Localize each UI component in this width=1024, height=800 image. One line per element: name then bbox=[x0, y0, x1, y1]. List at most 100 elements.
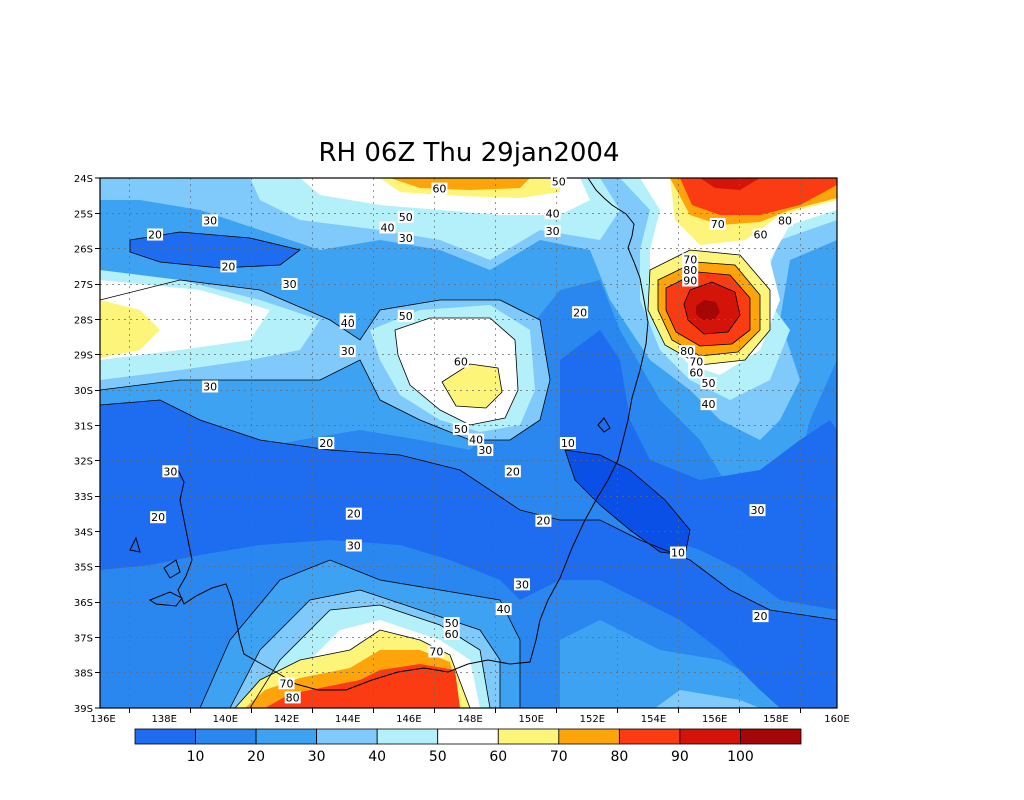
y-tick-label: 24S bbox=[74, 174, 93, 185]
colorbar-swatch bbox=[740, 728, 802, 745]
y-tick-label: 39S bbox=[74, 704, 93, 715]
colorbar-label: 80 bbox=[610, 749, 628, 765]
contour-label: 30 bbox=[203, 380, 217, 393]
colorbar-swatch bbox=[376, 728, 439, 745]
contour-label: 20 bbox=[536, 515, 550, 528]
contour-label-bg bbox=[682, 263, 699, 276]
y-tick-label: 27S bbox=[74, 280, 93, 291]
contour-label: 70 bbox=[711, 218, 725, 231]
contour-label-bg bbox=[202, 380, 219, 393]
contour-label-bg bbox=[679, 345, 696, 358]
contour-label: 20 bbox=[506, 465, 520, 478]
y-tick-label: 33S bbox=[74, 492, 93, 503]
contour-label: 20 bbox=[754, 610, 768, 623]
contour-label: 40 bbox=[546, 207, 560, 220]
contour-label-bg bbox=[682, 274, 699, 287]
colorbar-label: 20 bbox=[247, 749, 265, 765]
contour-label-bg bbox=[150, 511, 167, 524]
contour-label-bg bbox=[572, 306, 589, 319]
contour-label-bg bbox=[535, 514, 552, 527]
contour-label: 50 bbox=[454, 423, 468, 436]
y-tick-label: 37S bbox=[74, 633, 93, 644]
x-tick-label: 156E bbox=[702, 714, 727, 725]
colorbar: 10 20 30 40 50 60 70 80 90 100 bbox=[134, 728, 802, 765]
y-tick-label: 35S bbox=[74, 563, 93, 574]
contour-label-bg bbox=[752, 228, 769, 241]
grid-lines bbox=[100, 178, 837, 708]
contour-label-bg bbox=[428, 645, 445, 658]
contour-label-bg bbox=[431, 182, 448, 195]
colorbar-swatch bbox=[679, 728, 741, 745]
contour-label: 80 bbox=[778, 214, 792, 227]
x-tick-label: 142E bbox=[274, 714, 299, 725]
contour-label-bg bbox=[345, 507, 362, 520]
contour-label-bg bbox=[339, 345, 356, 358]
contour-label: 50 bbox=[399, 310, 413, 323]
contour-label: 20 bbox=[319, 437, 333, 450]
y-tick-label: 34S bbox=[74, 527, 93, 538]
contour-label: 60 bbox=[432, 183, 446, 196]
contour-label: 40 bbox=[469, 433, 483, 446]
contour-label-bg bbox=[397, 210, 414, 223]
contour-label-bg bbox=[559, 437, 576, 449]
contour-label-bg bbox=[443, 617, 460, 630]
x-tick-label: 150E bbox=[518, 714, 543, 725]
contour-label-bg bbox=[688, 366, 705, 379]
contour-label-bg bbox=[749, 504, 766, 517]
contour-label-bg bbox=[669, 546, 686, 559]
contour-label: 30 bbox=[347, 539, 361, 552]
contour-label-bg bbox=[339, 316, 356, 329]
contour-label-bg bbox=[397, 232, 414, 245]
y-tick-label: 36S bbox=[74, 598, 93, 609]
contour-label-bg bbox=[682, 253, 699, 266]
contour-label-bg bbox=[281, 278, 298, 290]
colorbar-label: 90 bbox=[671, 749, 689, 765]
contour-label: 30 bbox=[163, 465, 177, 478]
contour-label: 60 bbox=[445, 628, 459, 641]
contour-label: 90 bbox=[683, 274, 697, 287]
contour-label-bg bbox=[318, 437, 335, 449]
contour-label-bg bbox=[220, 260, 237, 273]
contour-label: 70 bbox=[280, 677, 294, 690]
contour-label-bg bbox=[504, 465, 521, 478]
y-tick-label: 29S bbox=[74, 351, 93, 362]
y-tick-label: 31S bbox=[74, 421, 93, 432]
contour-label: 10 bbox=[561, 437, 575, 450]
contour-label: 30 bbox=[283, 278, 297, 291]
contour-label-bg bbox=[202, 214, 219, 227]
contour-label-bg bbox=[709, 217, 726, 230]
chart-title: RH 06Z Thu 29jan2004 bbox=[318, 138, 620, 168]
x-tick-label: 148E bbox=[457, 714, 482, 725]
contour-label: 80 bbox=[286, 691, 300, 704]
contour-label-bg bbox=[397, 309, 414, 322]
colorbar-swatch bbox=[195, 728, 257, 745]
y-tick-label: 38S bbox=[74, 669, 93, 680]
contour-label: 60 bbox=[689, 366, 703, 379]
contour-label-bg bbox=[147, 228, 164, 241]
coastline bbox=[129, 178, 649, 691]
colorbar-swatch bbox=[558, 728, 620, 745]
contour-label-bg bbox=[550, 175, 567, 188]
contour-label: 60 bbox=[454, 356, 468, 369]
contour-lines bbox=[100, 231, 837, 708]
x-tick-label: 160E bbox=[824, 714, 849, 725]
tick-marks bbox=[95, 177, 801, 713]
x-tick-label: 146E bbox=[396, 714, 421, 725]
contour-label: 50 bbox=[702, 377, 716, 390]
contour-label-bg bbox=[544, 207, 561, 220]
x-tick-label: 152E bbox=[580, 714, 605, 725]
contour-label: 50 bbox=[552, 176, 566, 189]
x-tick-label: 138E bbox=[152, 714, 177, 725]
contour-label: 50 bbox=[399, 211, 413, 224]
contour-label: 20 bbox=[221, 260, 235, 273]
y-tick-label: 25S bbox=[74, 209, 93, 220]
contour-label-bg bbox=[468, 433, 485, 446]
contour-label: 50 bbox=[445, 617, 459, 630]
x-tick-label: 154E bbox=[641, 714, 666, 725]
contour-label-bg bbox=[700, 376, 717, 389]
x-tick-label: 158E bbox=[763, 714, 788, 725]
contour-label: 40 bbox=[341, 317, 355, 330]
x-tick-label: 144E bbox=[335, 714, 360, 725]
contour-label: 10 bbox=[671, 547, 685, 560]
